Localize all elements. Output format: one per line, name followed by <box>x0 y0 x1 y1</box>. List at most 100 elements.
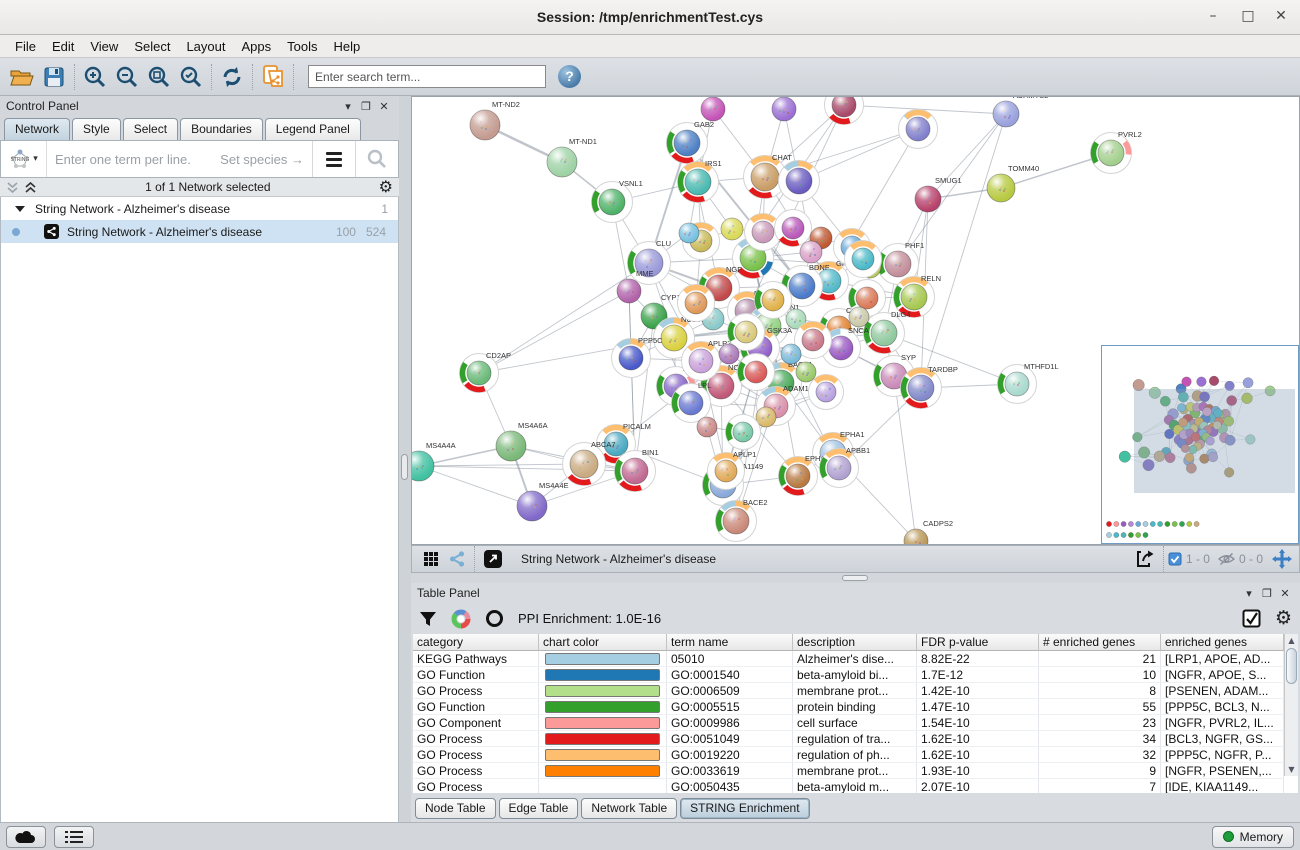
tab-select[interactable]: Select <box>122 118 179 140</box>
network-node[interactable] <box>696 416 718 438</box>
network-node-aplp1[interactable]: APLP1 <box>707 450 757 490</box>
network-node-pvrl2[interactable]: PVRL2 <box>1090 130 1142 174</box>
string-options-button[interactable] <box>313 141 355 177</box>
network-node-clu[interactable]: CLU <box>627 239 672 285</box>
network-node[interactable] <box>799 240 823 264</box>
network-node[interactable] <box>774 209 812 247</box>
network-node-reln[interactable]: RELN <box>893 274 942 318</box>
menu-edit[interactable]: Edit <box>51 38 75 54</box>
grid-view-button[interactable] <box>418 544 444 574</box>
panel-close-icon[interactable]: ✕ <box>379 99 389 113</box>
table-row[interactable]: KEGG Pathways 05010 Alzheimer's dise... 8.8… <box>413 651 1298 667</box>
column-header-category[interactable]: category <box>413 634 539 651</box>
panel-float-icon[interactable]: ❐ <box>361 99 371 113</box>
refresh-button[interactable] <box>216 62 248 92</box>
network-node[interactable] <box>848 306 870 328</box>
help-button[interactable]: ? <box>558 65 581 88</box>
column-header-description[interactable]: description <box>793 634 917 651</box>
menu-layout[interactable]: Layout <box>186 38 226 54</box>
network-node-aplp2[interactable]: APLP2 <box>681 339 732 381</box>
network-node-irs1[interactable]: IRS1 <box>677 159 722 203</box>
network-node-chat[interactable]: CHAT <box>743 153 793 199</box>
table-row[interactable]: GO Process GO:0033619 membrane prot... 1.93… <box>413 763 1298 779</box>
horizontal-splitter[interactable] <box>411 573 1300 583</box>
column-header-FDR-p-value[interactable]: FDR p-value <box>917 634 1039 651</box>
network-node-ms4a6a[interactable]: MS4A6A <box>495 421 548 462</box>
zoom-in-button[interactable] <box>79 62 111 92</box>
network-options-gear-icon[interactable]: ⚙ <box>378 177 393 196</box>
network-node[interactable] <box>720 217 744 241</box>
network-node-ms4a4a[interactable]: MS4A4A <box>412 441 456 482</box>
network-node-epha5[interactable]: EPHA5 <box>778 454 830 496</box>
hsplitter-handle[interactable] <box>842 575 868 581</box>
network-node-abca7[interactable]: ABCA7 <box>562 440 616 486</box>
zoom-fit-button[interactable] <box>143 62 175 92</box>
set-species-hint[interactable]: Set species → <box>220 151 304 167</box>
filter-icon[interactable] <box>419 610 437 628</box>
network-node-mt-nd1[interactable]: MT-ND1 <box>546 137 597 178</box>
network-node-gfap[interactable]: GFAP <box>809 259 857 301</box>
network-node-vsnl1[interactable]: VSNL1 <box>591 179 643 223</box>
string-query-input[interactable]: Enter one term per line. Set species → <box>47 141 312 177</box>
tab-edge-table[interactable]: Edge Table <box>498 798 579 819</box>
network-node-syp[interactable]: SYP <box>873 353 917 397</box>
minimize-button[interactable]: – <box>1209 8 1217 24</box>
table-row[interactable]: GO Process GO:0050435 beta-amyloid m... 2.0… <box>413 779 1298 793</box>
network-node[interactable] <box>808 374 844 410</box>
network-node[interactable] <box>678 222 700 244</box>
network-node-bin1[interactable]: BIN1 <box>614 448 659 492</box>
expand-all-icon[interactable] <box>24 181 37 194</box>
tab-node-table[interactable]: Node Table <box>415 798 496 819</box>
network-node[interactable] <box>725 414 761 450</box>
network-node[interactable] <box>737 353 775 391</box>
tree-caret-icon[interactable] <box>15 205 25 212</box>
open-in-browser-button[interactable] <box>479 544 507 574</box>
menu-select[interactable]: Select <box>134 38 171 54</box>
network-node[interactable] <box>718 343 740 365</box>
network-node-mt-nd2[interactable]: MT-ND2 <box>469 100 520 141</box>
table-row[interactable]: GO Function GO:0005515 protein binding 1.47… <box>413 699 1298 715</box>
scroll-down-icon[interactable]: ▼ <box>1288 765 1295 774</box>
network-node[interactable] <box>677 284 715 322</box>
network-node[interactable] <box>771 97 797 122</box>
network-node-cd2ap[interactable]: CD2AP <box>459 351 512 393</box>
network-node-mthfd1l[interactable]: MTHFD1L <box>997 362 1059 404</box>
tab-boundaries[interactable]: Boundaries <box>180 118 263 140</box>
save-session-button[interactable] <box>38 62 70 92</box>
table-panel-menu-icon[interactable]: ▾ <box>1246 586 1252 600</box>
network-node-cadps2[interactable]: CADPS2 <box>903 519 953 545</box>
panel-menu-icon[interactable]: ▾ <box>345 99 351 113</box>
table-row[interactable]: GO Function GO:0001540 beta-amyloid bi... 1… <box>413 667 1298 683</box>
network-node-apbb1[interactable]: APBB1 <box>819 446 871 488</box>
task-history-button[interactable] <box>54 825 94 848</box>
tab-legend-panel[interactable]: Legend Panel <box>264 118 361 140</box>
maximize-button[interactable]: □ <box>1241 8 1255 24</box>
string-protein-query-selector[interactable]: STRING ▾ <box>1 141 47 177</box>
search-input[interactable] <box>308 65 546 88</box>
birdseye-view[interactable] <box>1101 345 1299 544</box>
network-node[interactable] <box>780 343 802 365</box>
network-node-lpl[interactable]: LPL <box>671 381 712 423</box>
splitter-handle[interactable] <box>401 454 408 480</box>
table-row[interactable]: GO Process GO:0006509 membrane prot... 1.42… <box>413 683 1298 699</box>
scroll-up-icon[interactable]: ▲ <box>1288 636 1295 645</box>
network-row[interactable]: String Network - Alzheimer's disease 100… <box>1 220 398 243</box>
network-node[interactable] <box>755 406 777 428</box>
network-node[interactable] <box>844 240 882 278</box>
network-node[interactable] <box>898 109 938 149</box>
network-node[interactable] <box>700 97 726 122</box>
network-node-tardbp[interactable]: TARDBP <box>900 365 958 409</box>
chart-settings-icon[interactable] <box>451 609 471 629</box>
table-scrollbar[interactable]: ▲ ▼ <box>1284 634 1298 776</box>
birdseye-toggle-icon[interactable] <box>1271 548 1293 570</box>
table-panel-float-icon[interactable]: ❐ <box>1262 586 1272 600</box>
network-node-adamts2[interactable]: ADAMTS2 <box>992 97 1048 128</box>
memory-button[interactable]: Memory <box>1211 825 1294 848</box>
network-node[interactable] <box>794 321 832 359</box>
column-header-enriched-genes[interactable]: enriched genes <box>1161 634 1284 651</box>
table-row[interactable]: GO Process GO:0051049 regulation of tra...… <box>413 731 1298 747</box>
table-panel-close-icon[interactable]: ✕ <box>1280 586 1290 600</box>
tab-network-table[interactable]: Network Table <box>581 798 678 819</box>
network-node[interactable] <box>744 213 782 251</box>
network-node-gab2[interactable]: GAB2 <box>666 120 715 164</box>
